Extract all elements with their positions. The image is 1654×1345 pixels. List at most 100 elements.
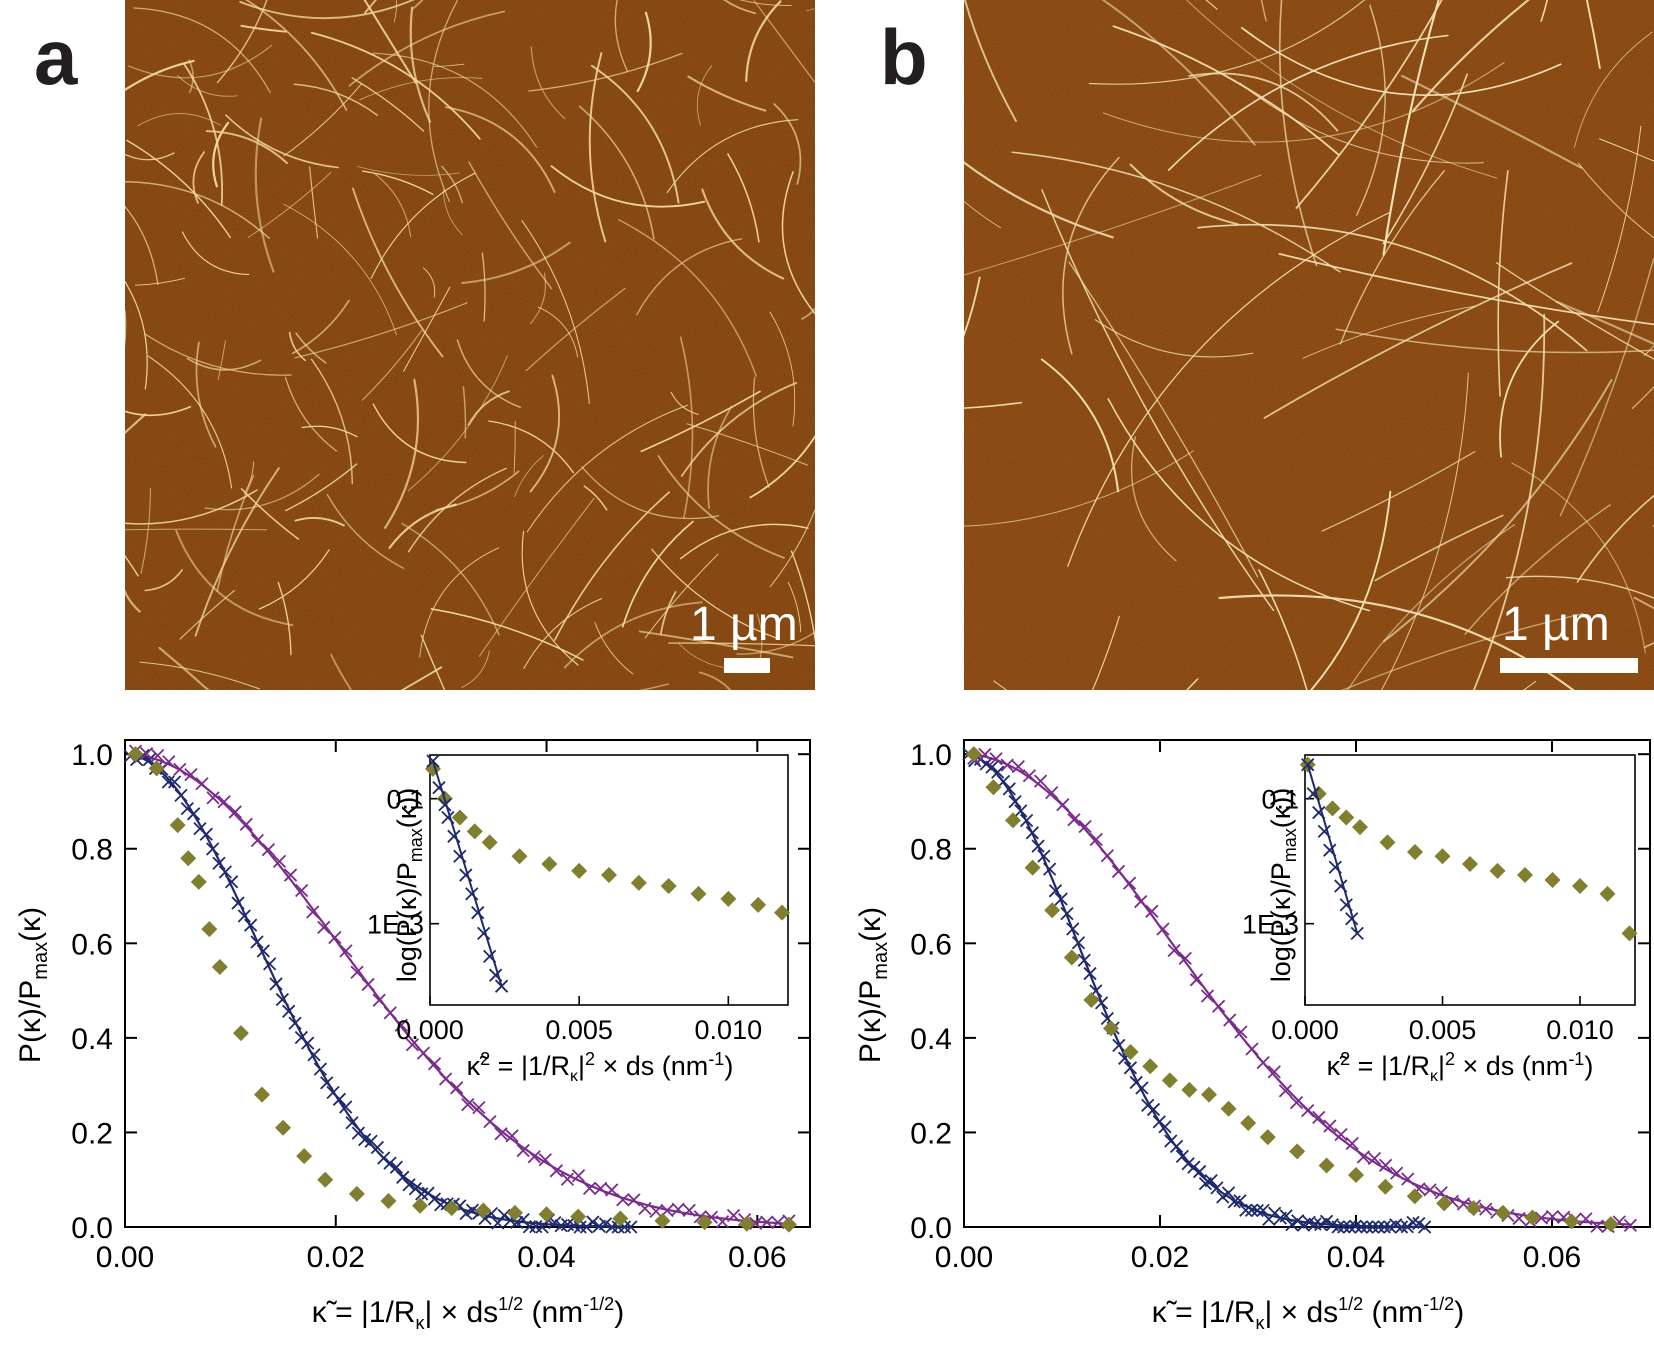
fibril	[1495, 262, 1654, 360]
fibril	[372, 403, 467, 464]
fibril	[1555, 300, 1654, 346]
fibril	[701, 188, 785, 280]
fibril	[1258, 569, 1308, 690]
data-point-purple	[283, 868, 298, 882]
data-point-navy	[1348, 1219, 1363, 1233]
data-point-purple	[162, 755, 176, 769]
data-point-navy	[288, 1016, 302, 1030]
y-tick-label: 1.0	[71, 739, 113, 772]
scale-bar-label-a: 1 µm	[690, 598, 798, 651]
fibril	[964, 450, 1194, 527]
data-point-purple	[1156, 922, 1170, 936]
fibril	[400, 666, 443, 690]
data-point-olive	[380, 1192, 397, 1209]
fibril	[1321, 450, 1476, 532]
fibril	[1559, 258, 1654, 517]
data-point-purple	[1479, 1202, 1493, 1216]
data-point-navy	[1192, 1164, 1207, 1179]
data-point-purple	[394, 1018, 408, 1032]
fibril	[478, 497, 595, 657]
fibril	[309, 166, 319, 239]
data-point-olive	[780, 1216, 797, 1233]
y-tick-label: 0.2	[71, 1117, 113, 1150]
data-point-navy	[301, 1036, 315, 1050]
fibril	[363, 0, 417, 85]
data-point-purple	[350, 965, 364, 979]
fibril	[243, 461, 254, 494]
data-point-navy	[206, 842, 220, 856]
data-point-navy	[1394, 1220, 1409, 1234]
inset-point-navy	[471, 906, 485, 920]
fibril	[181, 231, 250, 276]
data-point-purple	[1334, 1127, 1348, 1142]
fibril	[964, 0, 1017, 122]
data-point-navy	[320, 1076, 334, 1090]
data-point-olive	[275, 1119, 292, 1136]
fibril	[403, 286, 451, 372]
xlabel-a: κ̃ = |1/Rκ| × ds1/2 (nm-1/2)	[312, 1294, 624, 1333]
data-point-navy	[522, 1220, 537, 1234]
fibril	[964, 174, 1262, 276]
data-point-purple	[1512, 1211, 1526, 1226]
data-point-purple	[582, 1181, 597, 1195]
data-point-purple	[1345, 1136, 1359, 1151]
data-point-olive	[190, 873, 207, 890]
data-point-purple	[295, 883, 309, 898]
inset-frame-b	[1304, 754, 1636, 1006]
fibril	[224, 114, 339, 169]
data-point-navy	[1083, 966, 1097, 981]
data-point-navy	[1169, 1139, 1184, 1154]
fibril	[1374, 514, 1504, 582]
fibril	[590, 64, 680, 204]
plot-frame-b	[963, 739, 1651, 1228]
data-point-purple	[989, 752, 1003, 766]
fibril	[1380, 372, 1469, 690]
data-point-navy	[383, 1156, 397, 1170]
fibril	[1411, 0, 1531, 113]
data-point-purple	[1033, 774, 1048, 788]
fibril	[1240, 26, 1562, 96]
fibril	[433, 63, 465, 68]
y-tick-label: 0.4	[910, 1023, 952, 1056]
data-point-navy	[1377, 1220, 1391, 1234]
data-point-purple	[250, 833, 264, 848]
fibril	[401, 522, 500, 636]
fibril	[133, 7, 271, 94]
data-point-purple	[1267, 1065, 1281, 1079]
fibril	[468, 161, 553, 290]
data-point-purple	[516, 1143, 530, 1158]
data-point-purple	[1356, 1150, 1370, 1164]
data-point-navy	[1077, 953, 1091, 967]
data-point-navy	[459, 1206, 473, 1221]
data-point-olive	[1083, 992, 1100, 1009]
data-point-navy	[1308, 1217, 1322, 1231]
fibril	[348, 10, 506, 87]
inset-point-olive	[1462, 856, 1478, 873]
fibril	[125, 555, 139, 577]
data-point-navy	[332, 1092, 347, 1106]
data-point-purple	[1200, 989, 1215, 1003]
data-point-navy	[1002, 782, 1016, 796]
x-tick-label: 0.06	[728, 1241, 786, 1274]
fibril	[423, 267, 436, 298]
data-point-navy	[605, 1220, 619, 1234]
data-point-navy	[1256, 1203, 1270, 1217]
fibril	[1309, 490, 1392, 690]
data-point-navy	[497, 1208, 511, 1223]
data-point-olive	[1436, 1195, 1453, 1212]
data-point-purple	[317, 920, 331, 935]
inset-x-tick-label: 0.010	[1546, 1015, 1614, 1045]
fibril	[277, 581, 292, 656]
data-point-navy	[1279, 1209, 1293, 1223]
data-point-olive	[443, 1200, 460, 1217]
data-point-olive	[475, 1202, 492, 1219]
data-point-olive	[612, 1210, 629, 1227]
fibril	[1400, 74, 1583, 169]
data-point-purple	[1056, 798, 1070, 812]
data-point-purple	[206, 791, 220, 805]
data-point-purple	[1111, 864, 1126, 879]
data-point-olive	[738, 1215, 755, 1232]
x-tick-label: 0.02	[307, 1241, 365, 1274]
fibril	[1497, 170, 1509, 397]
